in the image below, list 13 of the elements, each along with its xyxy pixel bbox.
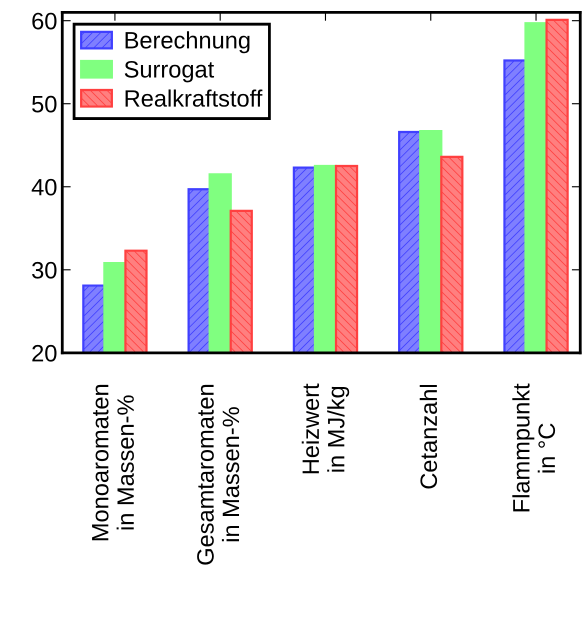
- x-tick-label: Cetanzahl: [420, 384, 438, 488]
- legend-label: Berechnung: [126, 31, 250, 54]
- y-tick-label: 60: [32, 12, 56, 30]
- y-tick-label: 50: [32, 96, 56, 113]
- x-tick-label: Heizwert in MJ/kg: [302, 384, 350, 474]
- legend-label: Realkraftstoff: [126, 89, 262, 107]
- x-tick-label: Monoaromaten in Massen-%: [92, 384, 134, 540]
- y-tick-label: 40: [32, 178, 56, 196]
- x-tick-label: Gesamtaromaten in Massen-%: [197, 384, 240, 565]
- y-tick-label: 30: [32, 262, 56, 279]
- y-tick-label: 20: [32, 344, 56, 362]
- legend-label: Surrogat: [124, 60, 214, 82]
- x-tick-label: Flammpunkt in °C: [512, 384, 556, 512]
